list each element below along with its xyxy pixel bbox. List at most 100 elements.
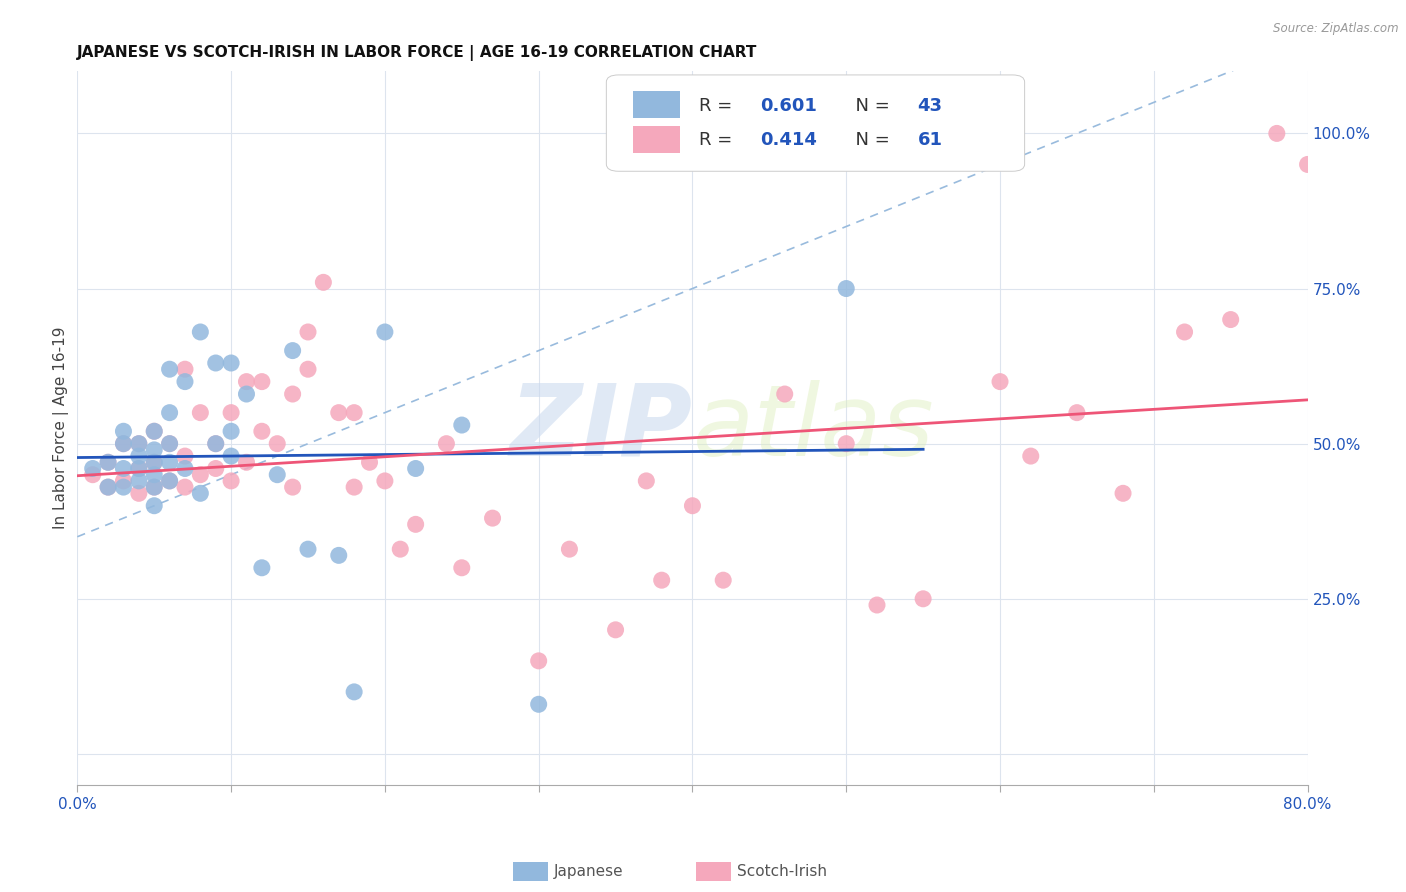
Point [558,542,581,557]
Point [711,573,734,587]
Point [835,436,858,450]
Text: atlas: atlas [693,380,934,476]
Point [188,486,212,500]
Point [235,387,257,401]
Text: N =: N = [844,131,896,149]
Point [682,499,704,513]
Point [143,499,166,513]
Bar [634,91,681,118]
Text: 61: 61 [918,131,942,149]
Point [188,325,212,339]
Point [297,542,319,557]
Point [235,375,257,389]
Point [174,461,197,475]
Point [204,436,226,450]
Point [297,362,319,376]
Point [651,573,673,587]
Point [374,474,396,488]
Point [250,375,273,389]
Point [112,436,135,450]
Point [97,455,120,469]
FancyBboxPatch shape [606,75,1025,171]
Point [174,375,197,389]
Point [128,449,150,463]
Point [174,362,197,376]
Point [405,461,427,475]
Point [159,436,181,450]
Point [219,474,242,488]
Point [405,517,427,532]
Text: R =: R = [699,131,738,149]
Point [82,467,104,482]
Point [219,424,242,438]
Point [527,654,550,668]
Y-axis label: In Labor Force | Age 16-19: In Labor Force | Age 16-19 [53,326,69,530]
Point [266,467,288,482]
Point [143,424,166,438]
Point [128,461,150,475]
Point [250,424,273,438]
Point [450,418,472,433]
Point [143,480,166,494]
Point [1296,157,1319,171]
Point [143,455,166,469]
Point [988,375,1011,389]
Point [159,406,181,420]
Point [143,442,166,457]
Point [97,480,120,494]
Point [1019,449,1042,463]
Point [128,436,150,450]
Text: Japanese: Japanese [554,864,624,879]
Point [159,436,181,450]
Point [82,461,104,475]
Point [281,343,304,358]
Point [143,455,166,469]
Point [159,474,181,488]
Point [143,424,166,438]
Text: R =: R = [699,96,738,114]
Point [359,455,381,469]
Point [636,474,658,488]
Point [1112,486,1135,500]
Point [1265,127,1288,141]
Point [219,356,242,370]
Point [159,474,181,488]
Point [128,436,150,450]
Point [450,561,472,575]
Point [188,467,212,482]
Point [436,436,458,450]
Text: N =: N = [844,96,896,114]
Point [235,455,257,469]
Point [174,480,197,494]
Point [250,561,273,575]
Point [112,480,135,494]
Point [204,436,226,450]
Point [112,424,135,438]
Point [159,455,181,469]
Text: JAPANESE VS SCOTCH-IRISH IN LABOR FORCE | AGE 16-19 CORRELATION CHART: JAPANESE VS SCOTCH-IRISH IN LABOR FORCE … [77,45,758,62]
Text: Scotch-Irish: Scotch-Irish [737,864,827,879]
Text: Source: ZipAtlas.com: Source: ZipAtlas.com [1274,22,1399,36]
Point [374,325,396,339]
Point [188,406,212,420]
Point [281,480,304,494]
Bar [634,127,681,153]
Point [605,623,627,637]
Point [343,685,366,699]
Text: 43: 43 [918,96,942,114]
Point [773,387,796,401]
Point [159,362,181,376]
Point [912,591,935,606]
Point [527,698,550,712]
Point [481,511,503,525]
Point [297,325,319,339]
Point [1066,406,1088,420]
Text: 0.414: 0.414 [761,131,817,149]
Point [343,406,366,420]
Point [281,387,304,401]
Point [112,474,135,488]
Point [112,436,135,450]
Point [143,467,166,482]
Point [204,461,226,475]
Point [219,449,242,463]
